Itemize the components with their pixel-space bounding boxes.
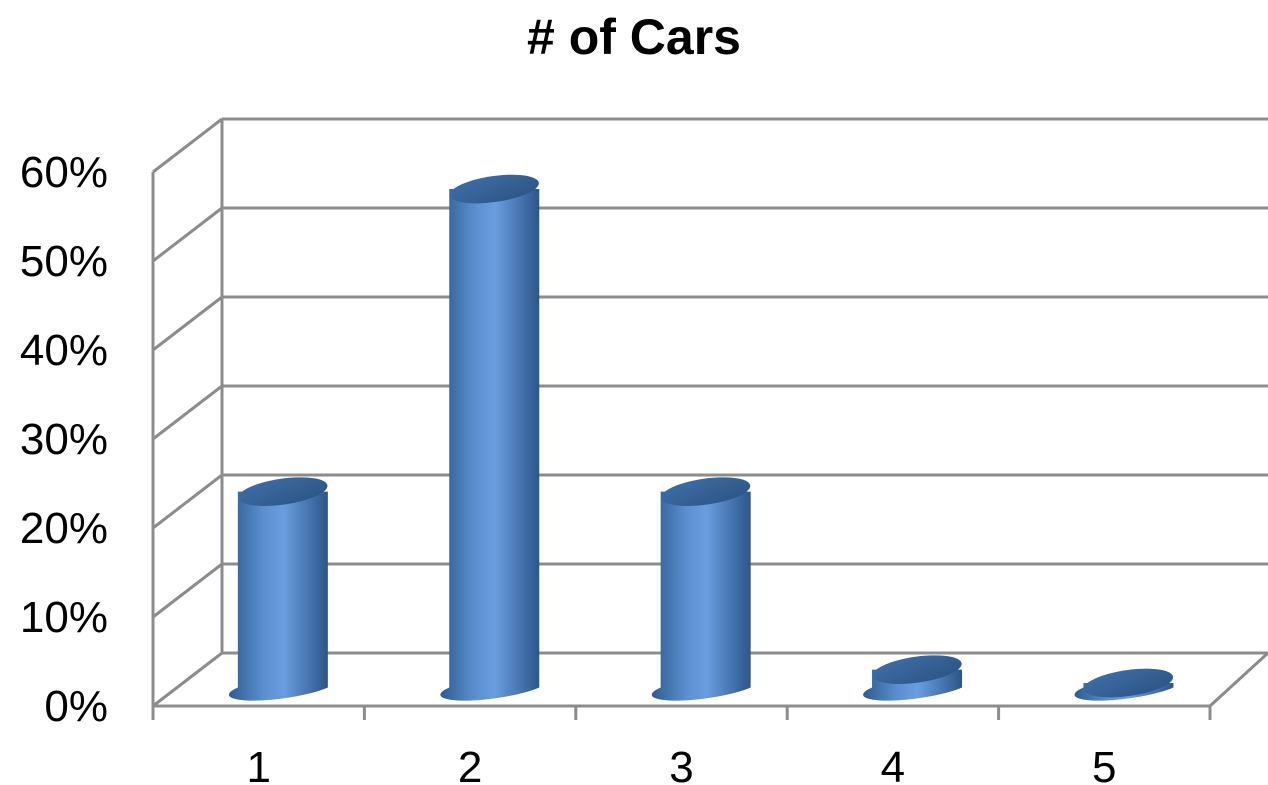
chart-title: # of Cars	[527, 9, 741, 65]
bar-body	[651, 491, 751, 701]
gridline	[152, 206, 1268, 263]
bar-cap	[238, 477, 328, 506]
bar	[863, 655, 963, 701]
x-tick-label: 4	[881, 743, 905, 785]
x-tick-label: 1	[246, 743, 270, 785]
x-tick-label: 2	[458, 743, 482, 785]
gridline	[152, 295, 1268, 352]
y-tick-label: 20%	[20, 504, 108, 553]
bar-cap	[1083, 668, 1174, 698]
bar	[651, 477, 751, 701]
gridline	[152, 473, 1268, 530]
bar-body	[228, 491, 328, 701]
y-tick-label: 0%	[44, 682, 108, 731]
bar-cap	[449, 174, 539, 204]
y-tick-label: 60%	[20, 148, 108, 197]
bar-cap	[872, 655, 962, 684]
bar	[440, 174, 540, 701]
bar-cap	[661, 477, 751, 506]
bar	[228, 477, 328, 701]
y-tick-label: 50%	[20, 237, 108, 286]
x-tick-label: 3	[669, 743, 693, 785]
y-tick-label: 30%	[20, 415, 108, 464]
bar	[1074, 668, 1174, 701]
y-tick-label: 40%	[20, 326, 108, 375]
gridline	[152, 117, 1268, 174]
bar-body	[440, 189, 540, 701]
y-tick-label: 10%	[20, 593, 108, 642]
x-tick-label: 5	[1092, 743, 1116, 785]
floor-edge	[1208, 651, 1268, 708]
gridline	[152, 384, 1268, 441]
